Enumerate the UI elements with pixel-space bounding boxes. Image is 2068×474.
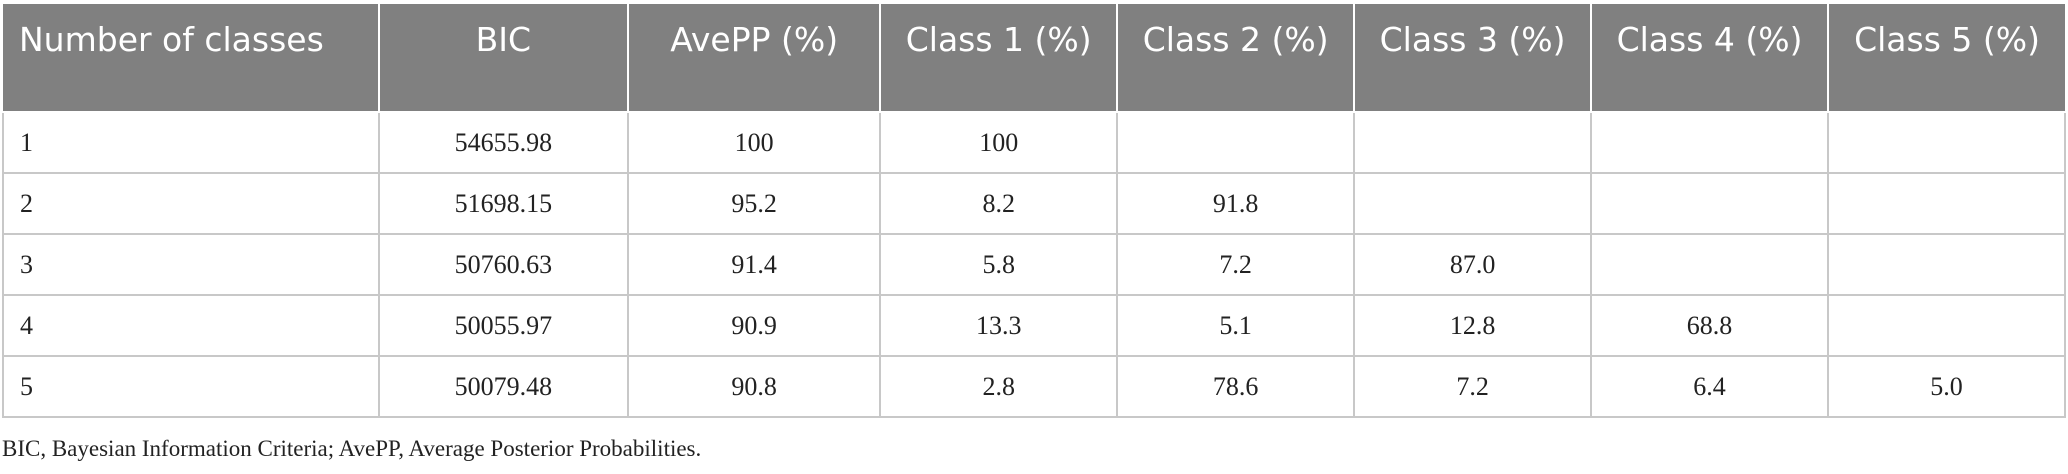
cell-class-5 [1827,233,2066,296]
table-row: 1 54655.98 100 100 [2,111,2066,174]
cell-bic: 54655.98 [377,111,630,174]
cell-class-5 [1827,172,2066,235]
cell-class-4: 6.4 [1590,355,1830,418]
cell-class-2: 7.2 [1116,233,1356,296]
header-class-5: Class 5 (%) [1827,4,2065,113]
header-avepp: AvePP (%) [627,4,882,113]
cell-class-5: 5.0 [1827,355,2066,418]
cell-class-3: 87.0 [1353,233,1593,296]
cell-class-4 [1590,233,1830,296]
cell-class-1: 5.8 [879,233,1119,296]
cell-class-4 [1590,172,1830,235]
table-footnote: BIC, Bayesian Information Criteria; AveP… [2,436,702,461]
header-bic: BIC [377,4,630,113]
cell-class-1: 100 [879,111,1119,174]
cell-class-1: 2.8 [879,355,1119,418]
cell-class-2: 91.8 [1116,172,1356,235]
cell-avepp: 100 [627,111,882,174]
cell-class-3: 7.2 [1353,355,1593,418]
cell-avepp: 90.8 [627,355,882,418]
cell-avepp: 95.2 [627,172,882,235]
table-row: 2 51698.15 95.2 8.2 91.8 [2,172,2066,235]
results-table-container: Number of classes BIC AvePP (%) Class 1 … [2,4,2066,418]
cell-number-of-classes: 1 [2,111,380,174]
cell-avepp: 90.9 [627,294,882,357]
cell-class-5 [1827,111,2066,174]
table-header-row: Number of classes BIC AvePP (%) Class 1 … [3,4,2065,113]
latent-class-results-table: Number of classes BIC AvePP (%) Class 1 … [2,4,2066,418]
cell-class-4: 68.8 [1590,294,1830,357]
cell-class-3: 12.8 [1353,294,1593,357]
table-row: 4 50055.97 90.9 13.3 5.1 12.8 68.8 [2,294,2066,357]
cell-class-1: 13.3 [879,294,1119,357]
cell-bic: 50760.63 [377,233,630,296]
cell-class-2 [1116,111,1356,174]
cell-bic: 50079.48 [377,355,630,418]
cell-avepp: 91.4 [627,233,882,296]
header-class-4: Class 4 (%) [1590,4,1830,113]
cell-class-5 [1827,294,2066,357]
header-class-1: Class 1 (%) [879,4,1119,113]
header-class-2: Class 2 (%) [1116,4,1356,113]
cell-class-2: 78.6 [1116,355,1356,418]
cell-class-1: 8.2 [879,172,1119,235]
cell-class-3 [1353,111,1593,174]
header-class-3: Class 3 (%) [1353,4,1593,113]
cell-bic: 51698.15 [377,172,630,235]
header-number-of-classes: Number of classes [3,4,380,113]
table-row: 5 50079.48 90.8 2.8 78.6 7.2 6.4 5.0 [2,355,2066,418]
cell-class-4 [1590,111,1830,174]
table-row: 3 50760.63 91.4 5.8 7.2 87.0 [2,233,2066,296]
cell-number-of-classes: 5 [2,355,380,418]
cell-bic: 50055.97 [377,294,630,357]
cell-class-2: 5.1 [1116,294,1356,357]
cell-number-of-classes: 3 [2,233,380,296]
cell-number-of-classes: 2 [2,172,380,235]
cell-class-3 [1353,172,1593,235]
cell-number-of-classes: 4 [2,294,380,357]
